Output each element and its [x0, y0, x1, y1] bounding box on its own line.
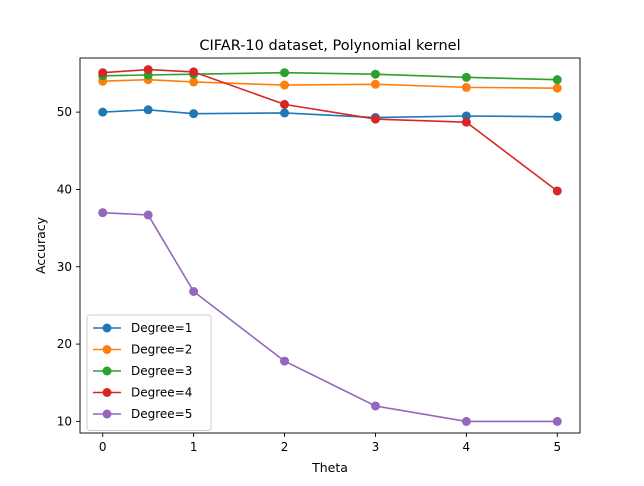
axes-frame	[79, 57, 581, 434]
series-layer	[98, 65, 562, 426]
legend-item: Degree=4	[93, 386, 192, 400]
legend-item: Degree=3	[93, 364, 192, 378]
y-tick-label: 50	[57, 105, 72, 119]
data-point	[280, 356, 290, 366]
data-point	[143, 65, 153, 75]
data-point	[552, 416, 562, 426]
legend-label: Degree=5	[131, 407, 192, 421]
legend-item: Degree=5	[93, 407, 192, 421]
data-point	[189, 109, 199, 119]
data-point	[189, 77, 199, 87]
x-tick-label: 2	[281, 440, 289, 454]
data-point	[370, 401, 380, 411]
data-point	[98, 107, 108, 117]
data-point	[280, 108, 290, 118]
data-point	[370, 79, 380, 89]
legend-marker	[102, 345, 112, 354]
y-tick-label: 10	[57, 414, 72, 428]
legend-marker	[102, 366, 112, 376]
data-point	[280, 68, 290, 78]
data-point	[98, 68, 108, 78]
legend-label: Degree=2	[131, 343, 192, 357]
legend-marker	[102, 323, 112, 333]
data-point	[280, 99, 290, 109]
data-point	[189, 287, 199, 297]
x-tick-label: 4	[463, 440, 471, 454]
x-tick-label: 3	[372, 440, 380, 454]
data-point	[370, 69, 380, 79]
legend-item: Degree=2	[93, 343, 192, 357]
data-point	[189, 67, 199, 77]
plot-area	[79, 57, 581, 434]
x-tick-label: 0	[99, 440, 107, 454]
y-axis-label: Accuracy	[33, 216, 48, 274]
data-point	[461, 117, 471, 127]
chart-title: CIFAR-10 dataset, Polynomial kernel	[199, 38, 460, 54]
data-point	[552, 83, 562, 93]
data-point	[143, 210, 153, 220]
x-tick-label: 5	[553, 440, 561, 454]
legend-label: Degree=1	[131, 321, 192, 335]
x-axis: 0 1 2 3 4 5	[99, 433, 561, 454]
data-point	[461, 82, 471, 92]
data-point	[280, 80, 290, 90]
series-4	[98, 65, 562, 196]
y-axis: 10 20 30 40 50	[57, 105, 80, 428]
data-point	[552, 75, 562, 85]
data-point	[461, 111, 471, 121]
data-point	[370, 114, 380, 124]
y-tick-label: 20	[57, 337, 72, 351]
legend-marker	[102, 388, 112, 397]
data-point	[461, 72, 471, 82]
series-5	[98, 208, 562, 426]
legend-item: Degree=1	[93, 321, 192, 335]
data-point	[98, 208, 108, 218]
legend-label: Degree=3	[131, 364, 192, 378]
data-point	[143, 105, 153, 115]
data-point	[552, 112, 562, 122]
y-tick-label: 30	[57, 260, 72, 274]
data-point	[552, 186, 562, 196]
legend-label: Degree=4	[131, 386, 192, 400]
x-tick-label: 1	[190, 440, 198, 454]
legend-marker	[102, 409, 112, 419]
series-2	[98, 75, 562, 93]
y-tick-label: 40	[57, 182, 72, 196]
legend-box	[86, 314, 212, 431]
data-point	[461, 416, 471, 426]
legend: Degree=1 Degree=2 Degree=3 Degree=4 Degree=5	[86, 314, 212, 431]
x-axis-label: Theta	[311, 460, 348, 475]
